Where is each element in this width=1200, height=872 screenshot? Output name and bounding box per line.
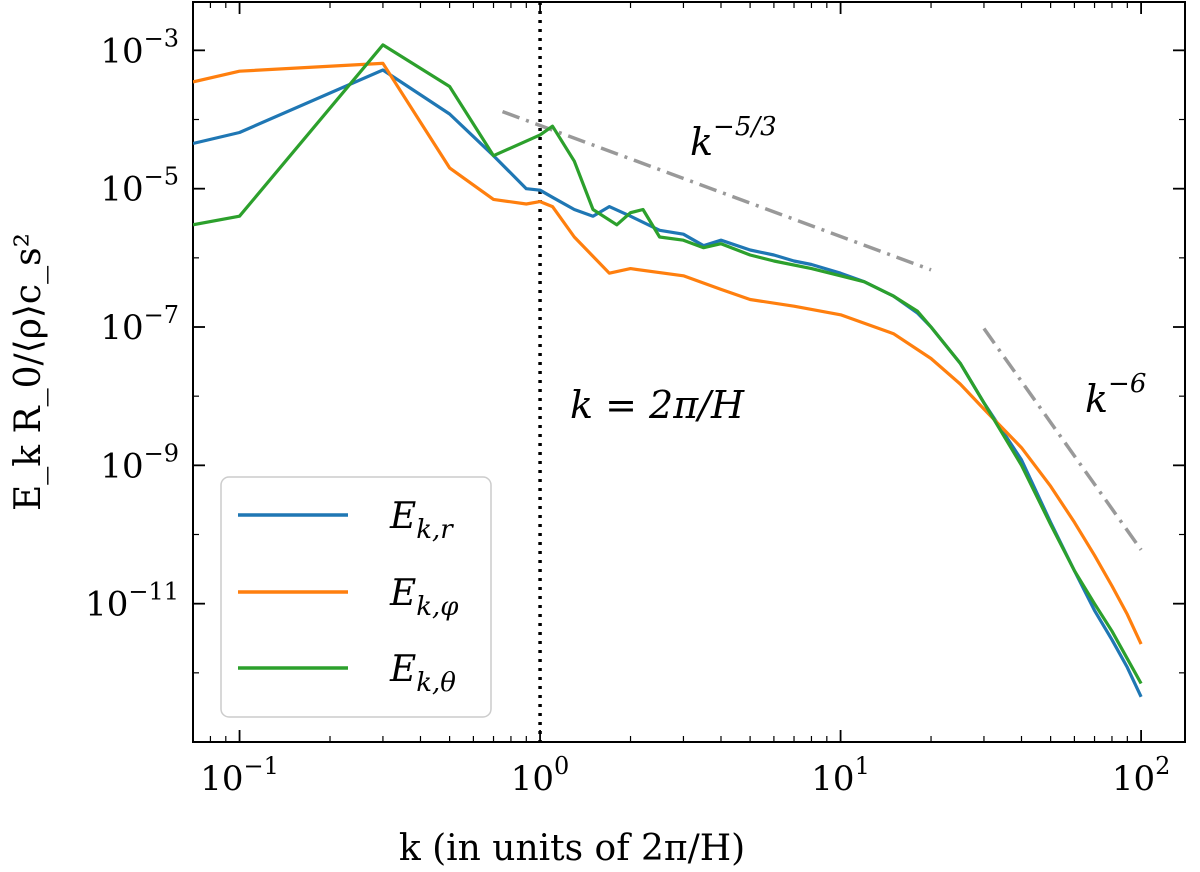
y-tick-label: 10−11 bbox=[85, 578, 179, 625]
y-tick-label: 10−7 bbox=[100, 301, 179, 348]
plot-lines bbox=[193, 2, 1143, 742]
x-axis-label: k (in units of 2π/H) bbox=[399, 828, 745, 869]
y-tick-label: 10−3 bbox=[100, 24, 179, 71]
plot-frame bbox=[192, 1, 1186, 743]
y-axis-label: E_k R_0/⟨ρ⟩c_s² bbox=[8, 233, 49, 511]
x-tick-label: 102 bbox=[1112, 752, 1171, 799]
y-axis-ticks: 10−3 10−5 10−7 10−9 10−11 bbox=[85, 24, 1185, 743]
y-tick-label: 10−9 bbox=[100, 439, 179, 486]
annotation-slope-6: k−6 bbox=[1085, 369, 1146, 421]
series-line-r bbox=[193, 68, 1143, 698]
legend-label-phi: Ek,φ bbox=[389, 573, 459, 622]
legend-label-r: Ek,r bbox=[389, 496, 454, 545]
x-axis-ticks: 10−1 100 101 102 bbox=[192, 2, 1171, 799]
reference-line-k^-5/3 bbox=[501, 109, 932, 272]
legend: Ek,r Ek,φ Ek,θ bbox=[220, 476, 492, 718]
x-tick-label: 10−1 bbox=[200, 752, 279, 799]
annotation-slope-53: k−5/3 bbox=[690, 112, 777, 164]
x-tick-label: 100 bbox=[511, 752, 570, 799]
series-line-theta bbox=[193, 43, 1143, 685]
y-tick-label: 10−5 bbox=[100, 163, 179, 210]
legend-box bbox=[220, 476, 492, 718]
reference-line-k^-6 bbox=[982, 327, 1143, 551]
x-tick-label: 101 bbox=[811, 752, 870, 799]
legend-label-theta: Ek,θ bbox=[389, 649, 456, 698]
annotation-vline-label: k = 2π/H bbox=[570, 383, 745, 427]
series-line-phi bbox=[193, 61, 1143, 645]
